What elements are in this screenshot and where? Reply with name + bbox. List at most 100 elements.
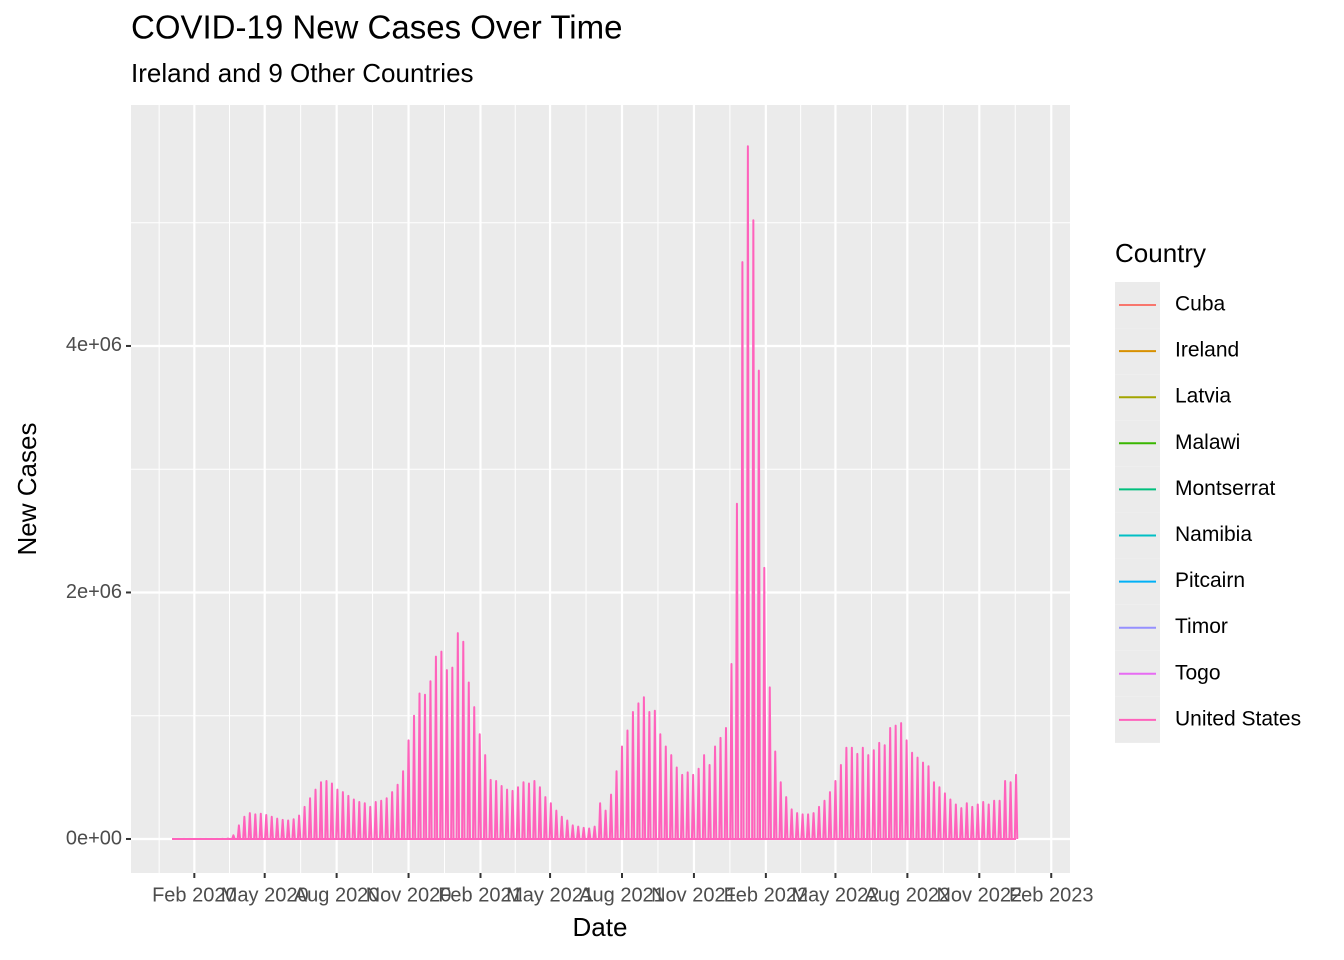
x-tick-label: Nov 2021 <box>651 884 737 906</box>
spike <box>532 780 537 840</box>
spike <box>729 662 734 839</box>
spike <box>975 803 980 840</box>
spike <box>986 803 991 840</box>
spike <box>543 796 548 840</box>
legend-label: Montserrat <box>1175 477 1276 500</box>
spike <box>275 817 280 840</box>
chart-title: COVID-19 New Cases Over Time <box>131 9 622 46</box>
spike <box>794 812 800 840</box>
x-tick-label: Aug 2020 <box>294 884 380 906</box>
spike <box>510 789 515 840</box>
legend-label: Ireland <box>1175 339 1239 362</box>
spike <box>680 773 685 840</box>
spike <box>783 796 789 840</box>
spike <box>592 825 597 840</box>
spike <box>351 798 357 840</box>
spike <box>953 803 959 840</box>
y-tick-label: 2e+06 <box>66 581 122 603</box>
spike <box>581 826 586 840</box>
spike <box>400 770 406 839</box>
spike <box>964 802 969 840</box>
spike <box>898 722 904 839</box>
spike <box>362 802 367 840</box>
x-tick-label: May 2021 <box>506 884 594 906</box>
spike <box>844 746 849 839</box>
spike <box>608 793 614 840</box>
spike <box>816 805 822 840</box>
spike <box>318 781 324 840</box>
spike <box>690 773 696 840</box>
spike <box>712 745 718 839</box>
spike <box>855 752 860 839</box>
spike <box>625 729 630 839</box>
spike <box>751 219 756 839</box>
x-tick-label: May 2020 <box>221 884 309 906</box>
x-tick-label: May 2022 <box>792 884 880 906</box>
spike <box>866 754 871 839</box>
spike <box>882 744 887 839</box>
spike <box>926 765 931 839</box>
x-tick-label: Feb 2023 <box>1009 884 1094 906</box>
spike <box>570 824 575 840</box>
spike <box>499 784 504 840</box>
spike <box>789 808 794 840</box>
spike <box>1008 781 1013 840</box>
spike <box>373 801 378 840</box>
spike <box>805 813 811 840</box>
legend-label: Latvia <box>1175 385 1231 408</box>
spike <box>822 799 827 840</box>
spike <box>718 736 723 839</box>
spike <box>931 781 937 840</box>
spike <box>838 764 844 839</box>
legend-label: Pitcairn <box>1175 569 1245 592</box>
spike <box>253 813 258 840</box>
spike <box>526 782 532 840</box>
spike <box>576 825 581 840</box>
spike <box>258 812 263 840</box>
spike <box>346 794 351 840</box>
spike <box>493 780 499 840</box>
spike <box>488 778 493 840</box>
spike <box>1002 780 1008 840</box>
chart-subtitle: Ireland and 9 Other Countries <box>131 58 474 88</box>
spike <box>833 780 838 840</box>
spike <box>630 711 636 839</box>
legend-label: United States <box>1175 707 1301 730</box>
spike <box>800 813 805 840</box>
spike <box>466 681 471 839</box>
spike <box>340 791 346 840</box>
spike <box>548 802 554 840</box>
spike <box>849 746 855 839</box>
spike <box>981 801 986 840</box>
plot-marks <box>172 145 1019 840</box>
spike <box>324 780 329 840</box>
spike <box>537 786 543 840</box>
spike <box>269 815 274 840</box>
spike <box>647 711 652 839</box>
spike <box>860 746 866 839</box>
spike <box>909 751 915 839</box>
spike <box>811 812 816 840</box>
spike <box>871 749 876 839</box>
x-axis-title: Date <box>573 912 628 942</box>
spike <box>389 791 395 840</box>
spike <box>619 745 625 839</box>
spike <box>773 750 778 839</box>
spike <box>368 805 373 840</box>
spike <box>762 566 767 839</box>
spike <box>302 805 307 840</box>
spike <box>877 741 882 839</box>
spike <box>384 797 389 840</box>
spike <box>296 814 302 840</box>
spike <box>422 693 428 839</box>
legend-label: Cuba <box>1175 293 1226 316</box>
x-tick-label: Nov 2022 <box>936 884 1022 906</box>
spike <box>455 632 461 839</box>
spike <box>669 754 674 839</box>
spike <box>636 702 641 839</box>
spike <box>461 640 466 839</box>
spike <box>663 745 668 839</box>
spike <box>236 824 242 840</box>
spike <box>827 791 833 840</box>
